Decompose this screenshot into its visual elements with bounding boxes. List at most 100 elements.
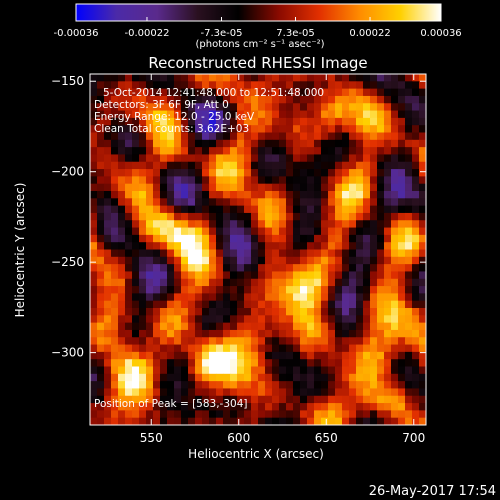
heatmap-cell [391,329,399,338]
heatmap-cell [104,315,112,324]
heatmap-cell [405,154,413,163]
heatmap-cell [230,249,238,258]
heatmap-cell [363,234,371,243]
heatmap-cell [419,300,427,309]
heatmap-cell [293,344,301,353]
heatmap-cell [363,81,371,90]
heatmap-cell [419,183,427,192]
heatmap-cell [314,359,322,367]
heatmap-cell [314,278,322,287]
heatmap-cell [195,388,203,397]
heatmap-cell [391,410,399,419]
heatmap-cell [321,191,329,199]
heatmap-cell [391,373,399,382]
heatmap-cell [237,293,245,302]
heatmap-cell [419,110,427,119]
heatmap-cell [230,300,238,309]
heatmap-cell [237,205,245,214]
heatmap-cell [174,271,182,280]
heatmap-cell [391,169,399,177]
heatmap-cell [195,147,203,155]
heatmap-cell [314,81,322,90]
heatmap-cell [391,395,399,404]
heatmap-cell [419,125,427,133]
heatmap-cell [195,88,203,97]
heatmap-cell [370,161,378,170]
heatmap-cell [272,147,280,155]
heatmap-cell [300,95,308,104]
heatmap-cell [125,381,133,389]
heatmap-cell [202,154,210,163]
heatmap-cell [342,293,350,302]
heatmap-cell [363,169,371,177]
y-axis-label: Heliocentric Y (arcsec) [13,183,27,318]
heatmap-cell [90,176,98,185]
heatmap-cell [349,154,357,163]
heatmap-cell [412,169,420,177]
heatmap-cell [237,271,245,280]
heatmap-cell [146,373,154,382]
heatmap-cell [398,381,406,389]
heatmap-cell [321,176,329,185]
heatmap-cell [286,212,294,221]
heatmap-cell [97,242,105,250]
heatmap-cell [146,139,154,148]
heatmap-cell [132,373,140,382]
heatmap-cell [384,242,392,250]
heatmap-cell [258,322,266,331]
heatmap-cell [132,227,140,236]
heatmap-cell [125,147,133,155]
heatmap-cell [209,264,217,272]
heatmap-cell [286,176,294,185]
heatmap-cell [419,329,427,338]
heatmap-cell [237,264,245,272]
heatmap-cell [230,395,238,404]
heatmap-cell [286,220,294,228]
heatmap-cell [293,88,301,97]
heatmap-cell [342,373,350,382]
heatmap-cell [307,242,315,250]
heatmap-cell [384,395,392,404]
heatmap-cell [146,191,154,199]
heatmap-cell [328,198,336,207]
colorbar: -0.00036 -0.00022 -7.3e-05 7.3e-05 0.00022 0.… [54,3,462,50]
heatmap-cell [349,117,357,126]
heatmap-cell [384,278,392,287]
heatmap-cell [146,81,154,90]
heatmap-cell [356,410,364,419]
heatmap-cell [384,132,392,141]
heatmap-cell [314,373,322,382]
heatmap-cell [314,191,322,199]
heatmap-cell [412,132,420,141]
heatmap-cell [132,242,140,250]
heatmap-cell [223,337,231,345]
heatmap-cell [300,183,308,192]
heatmap-cell [286,264,294,272]
heatmap-cell [132,205,140,214]
heatmap-cell [160,205,168,214]
heatmap-cell [321,81,329,90]
heatmap-cell [104,256,112,265]
heatmap-cell [90,381,98,389]
heatmap-cell [174,359,182,367]
heatmap-cell [111,198,119,207]
heatmap-cell [279,139,287,148]
heatmap-cell [167,381,175,389]
heatmap-cell [272,117,280,126]
heatmap-cell [181,344,189,353]
heatmap-cell [384,286,392,294]
heatmap-cell [349,337,357,345]
heatmap-cell [132,388,140,397]
heatmap-cell [118,234,126,243]
heatmap-cell [286,227,294,236]
heatmap-cell [160,183,168,192]
heatmap-cell [321,74,329,82]
heatmap-cell [412,395,420,404]
heatmap-cell [335,322,343,331]
heatmap-cell [314,74,322,82]
heatmap-cell [160,95,168,104]
heatmap-cell [111,256,119,265]
y-tick-label: −200 [51,165,84,179]
heatmap-cell [391,88,399,97]
heatmap-cell [118,278,126,287]
